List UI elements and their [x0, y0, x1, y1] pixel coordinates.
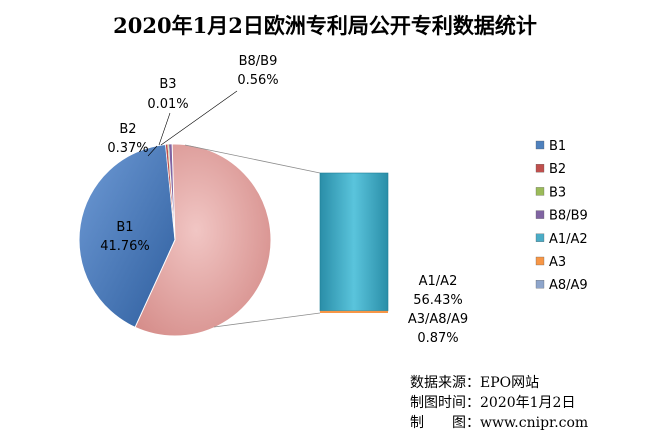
data-label-b8-b9-value: 0.56%	[237, 73, 278, 88]
leader-line-b3	[158, 112, 171, 146]
source-line-3: 制 图：www.cnipr.com	[410, 415, 588, 431]
data-label-b3-value: 0.01%	[147, 97, 188, 112]
data-label-b2-value: 0.37%	[107, 141, 148, 156]
source-line-1: 数据来源：EPO网站	[410, 375, 539, 391]
legend-label-a3: A3	[549, 255, 566, 270]
source-block: 数据来源：EPO网站 制图时间：2020年1月2日 制 图：www.cnipr.…	[410, 375, 588, 431]
legend-label-b2: B2	[549, 162, 566, 177]
legend-swatch-b8-b9	[535, 210, 545, 219]
connector-line-bottom	[213, 312, 321, 328]
data-label-b3-name: B3	[159, 77, 176, 92]
connector-lines	[184, 144, 321, 328]
pie	[78, 143, 272, 337]
pie-slice-other	[134, 143, 272, 337]
legend-label-a1-a2: A1/A2	[549, 232, 588, 247]
pie-slice-b1	[78, 143, 176, 329]
leader-line-b8-b9	[160, 90, 238, 146]
leader-line-b2	[147, 145, 158, 157]
data-label-a3-a8-a9-value: 0.87%	[417, 331, 458, 346]
data-label-b1-value: 41.76%	[100, 239, 150, 254]
legend-swatch-b3	[535, 187, 545, 196]
connector-line-top	[184, 144, 321, 174]
legend-label-b3: B3	[549, 185, 566, 200]
data-label-b1-name: B1	[116, 220, 133, 235]
data-labels: B1 41.76% B2 0.37% B3 0.01% B8/B9 0.56% A1/A2 56.…	[100, 54, 468, 346]
data-label-b2-name: B2	[119, 122, 136, 137]
legend-swatch-a1-a2	[535, 233, 545, 242]
bar-segment-a1-a2	[319, 172, 389, 312]
secondary-bar	[319, 172, 389, 313]
data-label-a1-a2-name: A1/A2	[419, 274, 458, 289]
data-label-a1-a2-value: 56.43%	[413, 293, 463, 308]
legend-swatch-a3	[535, 256, 545, 266]
legend-label-b1: B1	[549, 139, 566, 154]
legend-swatch-b2	[535, 164, 545, 173]
chart-title: 2020年1月2日欧洲专利局公开专利数据统计	[113, 13, 537, 38]
bar-segment-a3-a8-a9	[320, 310, 388, 313]
legend-label-b8-b9: B8/B9	[549, 209, 588, 224]
legend-swatch-b1	[535, 140, 545, 150]
legend-label-a8-a9: A8/A9	[549, 278, 588, 293]
legend-swatch-a8-a9	[535, 280, 545, 289]
data-label-b8-b9-name: B8/B9	[239, 54, 278, 69]
legend: B1 B2 B3 B8/B9 A1/A2 A3 A8/A9	[535, 139, 588, 293]
data-label-a3-a8-a9-name: A3/A8/A9	[408, 312, 468, 327]
source-line-2: 制图时间：2020年1月2日	[410, 395, 575, 411]
